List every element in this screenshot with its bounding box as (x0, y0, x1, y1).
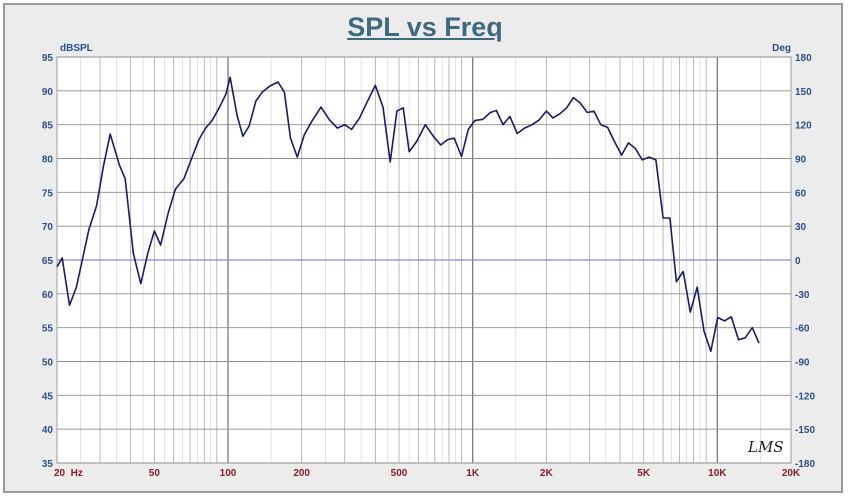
x-tick-label: 1K (466, 468, 480, 479)
series-line (56, 76, 760, 353)
y-tick-label: 45 (42, 391, 54, 402)
y-right-tick-label: 30 (795, 222, 807, 233)
y-right-tick-label: -60 (795, 324, 810, 335)
y-tick-label: 80 (42, 155, 54, 166)
x-tick-label: 200 (293, 468, 310, 479)
y-tick-label: 90 (42, 87, 54, 98)
y-tick-label: 50 (42, 358, 54, 369)
y-tick-label: 35 (42, 459, 54, 470)
y-right-tick-label: 120 (795, 121, 812, 132)
lms-logo: LMS (747, 438, 784, 456)
y-tick-label: 65 (42, 256, 54, 267)
y-tick-label: 40 (42, 425, 54, 436)
y-right-tick-label: -30 (795, 290, 810, 301)
y-right-tick-label: -150 (795, 425, 815, 436)
y-tick-label: 75 (42, 188, 54, 199)
y-tick-label: 60 (42, 290, 54, 301)
y-axis-left-ticks: 35 40 45 50 55 60 65 70 75 80 85 90 95 (42, 53, 54, 470)
y-tick-label: 55 (42, 324, 54, 335)
y-axis-right-label: Deg (772, 43, 791, 54)
x-tick-label: 5K (637, 468, 651, 479)
x-tick-label: 50 (149, 468, 161, 479)
x-tick-label: 20K (782, 468, 801, 479)
x-tick-label: 500 (391, 468, 408, 479)
y-right-tick-label: -90 (795, 358, 810, 369)
y-tick-label: 95 (42, 53, 54, 64)
y-tick-label: 70 (42, 222, 54, 233)
x-tick-label: 2K (540, 468, 554, 479)
y-right-tick-label: 180 (795, 53, 812, 64)
x-tick-label: 10K (708, 468, 727, 479)
y-right-tick-label: -180 (795, 459, 815, 470)
y-axis-right-ticks: -180 -150 -120 -90 -60 -30 0 30 60 90 120 150 180 (795, 53, 815, 470)
y-right-tick-label: 150 (795, 87, 812, 98)
x-tick-label: 100 (220, 468, 237, 479)
y-right-tick-label: -120 (795, 391, 815, 402)
x-tick-label: 20 Hz (54, 468, 83, 479)
y-axis-left-label: dBSPL (60, 43, 93, 54)
y-right-tick-label: 0 (795, 256, 801, 267)
x-axis-ticks: 20 Hz 50 100 200 500 1K 2K 5K 10K 20K (54, 468, 801, 479)
y-right-tick-label: 60 (795, 188, 807, 199)
y-tick-label: 85 (42, 121, 54, 132)
y-right-tick-label: 90 (795, 155, 807, 166)
chart-title: SPL vs Freq (347, 12, 503, 42)
